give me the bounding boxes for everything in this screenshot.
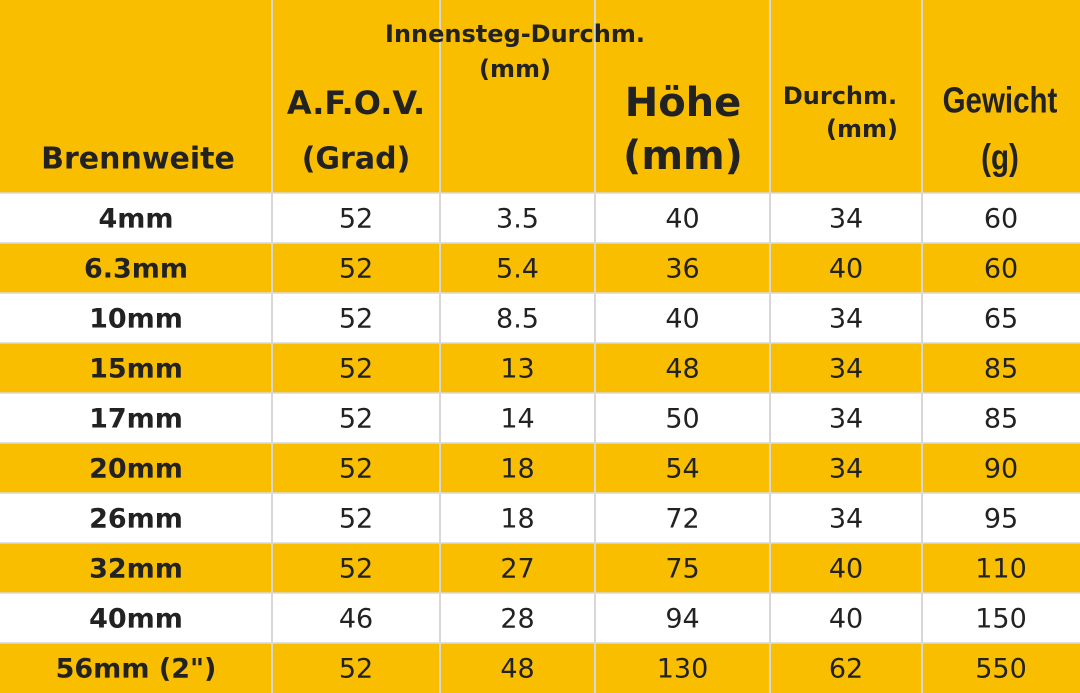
cell-value: 27 (500, 554, 534, 585)
cell-value: 72 (665, 504, 699, 535)
cell-value: 60 (984, 254, 1018, 285)
cell-value: 65 (984, 304, 1018, 335)
header-label: (mm) (479, 55, 551, 83)
cell-value: 90 (984, 454, 1018, 485)
cell-value: 550 (975, 654, 1027, 685)
cell-value: 52 (339, 454, 373, 485)
row-background (0, 293, 1080, 343)
cell-value: 8.5 (496, 304, 539, 335)
header-label: Brennweite (41, 142, 235, 177)
cell-value: 40 (829, 554, 863, 585)
cell-value: 60 (984, 204, 1018, 235)
cell-value: 48 (665, 354, 699, 385)
header-label: (g) (981, 137, 1019, 177)
cell-value: 52 (339, 254, 373, 285)
header-label: (mm) (623, 133, 743, 179)
cell-value: 40 (829, 604, 863, 635)
cell-value: 52 (339, 554, 373, 585)
row-label: 40mm (89, 604, 183, 635)
header-label: (Grad) (302, 142, 411, 177)
row-label: 4mm (98, 204, 173, 235)
cell-value: 34 (829, 204, 863, 235)
cell-value: 95 (984, 504, 1018, 535)
cell-value: 54 (665, 454, 699, 485)
cell-value: 85 (984, 354, 1018, 385)
row-background (0, 643, 1080, 693)
cell-value: 36 (665, 254, 699, 285)
cell-value: 62 (829, 654, 863, 685)
cell-value: 85 (984, 404, 1018, 435)
cell-value: 14 (500, 404, 534, 435)
cell-value: 40 (665, 204, 699, 235)
cell-value: 52 (339, 504, 373, 535)
row-background (0, 243, 1080, 293)
cell-value: 48 (500, 654, 534, 685)
header-label: Durchm. (783, 82, 897, 110)
cell-value: 18 (500, 504, 534, 535)
row-label: 26mm (89, 504, 183, 535)
cell-value: 34 (829, 304, 863, 335)
row-label: 20mm (89, 454, 183, 485)
cell-value: 34 (829, 354, 863, 385)
row-background (0, 343, 1080, 393)
header-label: (mm) (826, 115, 898, 143)
cell-value: 5.4 (496, 254, 539, 285)
cell-value: 28 (500, 604, 534, 635)
cell-value: 34 (829, 454, 863, 485)
row-background (0, 193, 1080, 243)
cell-value: 40 (665, 304, 699, 335)
cell-value: 34 (829, 404, 863, 435)
cell-value: 52 (339, 404, 373, 435)
cell-value: 13 (500, 354, 534, 385)
header-label: Innensteg-Durchm. (385, 20, 645, 48)
row-background (0, 543, 1080, 593)
row-background (0, 493, 1080, 543)
cell-value: 46 (339, 604, 373, 635)
row-label: 6.3mm (84, 254, 188, 285)
cell-value: 52 (339, 354, 373, 385)
cell-value: 50 (665, 404, 699, 435)
cell-value: 3.5 (496, 204, 539, 235)
row-label: 10mm (89, 304, 183, 335)
cell-value: 52 (339, 204, 373, 235)
cell-value: 75 (665, 554, 699, 585)
cell-value: 40 (829, 254, 863, 285)
cell-value: 34 (829, 504, 863, 535)
row-background (0, 593, 1080, 643)
cell-value: 150 (975, 604, 1027, 635)
row-label: 17mm (89, 404, 183, 435)
header-label: A.F.O.V. (287, 84, 425, 122)
row-label: 15mm (89, 354, 183, 385)
row-background (0, 443, 1080, 493)
header-background (0, 0, 1080, 193)
cell-value: 110 (975, 554, 1027, 585)
cell-value: 52 (339, 304, 373, 335)
header-label: Gewicht (943, 80, 1058, 120)
cell-value: 130 (657, 654, 709, 685)
row-background (0, 393, 1080, 443)
header-label: Höhe (625, 80, 742, 126)
cell-value: 52 (339, 654, 373, 685)
row-label: 32mm (89, 554, 183, 585)
row-label: 56mm (2") (56, 654, 217, 685)
cell-value: 18 (500, 454, 534, 485)
cell-value: 94 (665, 604, 699, 635)
